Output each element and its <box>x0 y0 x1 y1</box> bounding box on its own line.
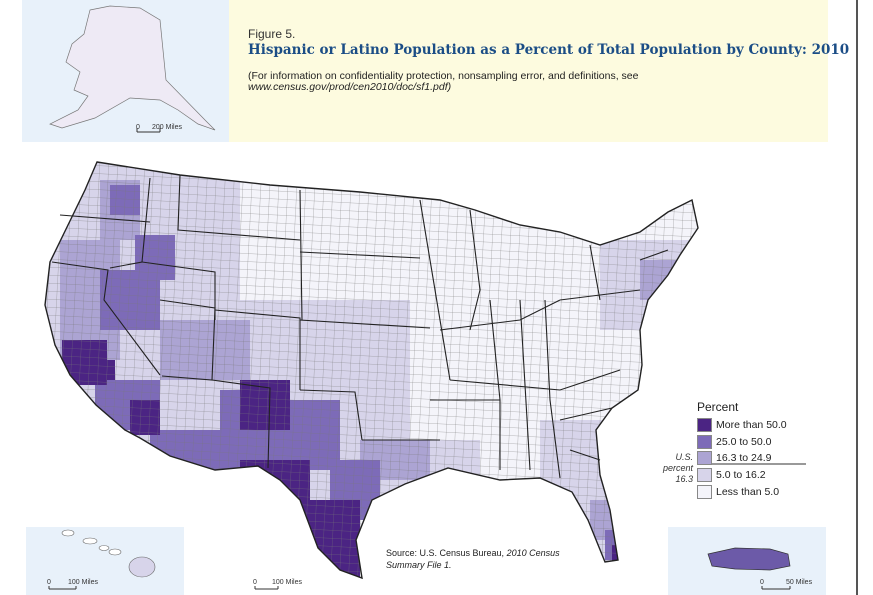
legend-swatch <box>697 468 712 482</box>
puerto-rico-scale-zero: 0 <box>760 579 764 586</box>
us-percent-note: U.S. percent 16.3 <box>657 452 693 485</box>
alaska-scale-bar <box>136 128 161 133</box>
lower48-scale-zero: 0 <box>253 579 257 586</box>
source-prefix: Source: U.S. Census Bureau, <box>386 548 507 558</box>
puerto-rico-shape <box>707 547 791 571</box>
alaska-shape <box>49 5 216 131</box>
legend-swatch <box>697 485 712 499</box>
legend-swatch <box>697 435 712 449</box>
legend-item: 25.0 to 50.0 <box>697 435 817 451</box>
legend-label: 5.0 to 16.2 <box>716 469 766 481</box>
legend-item: Less than 5.0 <box>697 485 817 501</box>
note-line-1: (For information on confidentiality prot… <box>248 70 639 82</box>
source-note: Source: U.S. Census Bureau, 2010 Census … <box>386 547 560 571</box>
puerto-rico-scale-label: 50 Miles <box>786 579 813 586</box>
us-percent-value: 16.3 <box>675 474 693 484</box>
legend-label: 16.3 to 24.9 <box>716 452 772 464</box>
legend-swatch <box>697 418 712 432</box>
hawaii-scale-bar <box>48 586 77 590</box>
lower48-scale-label: 100 Miles <box>272 579 302 586</box>
legend-item: More than 50.0 <box>697 418 817 434</box>
hawaii-scale-zero: 0 <box>47 579 51 586</box>
figure-label: Figure 5. <box>248 27 296 41</box>
us-percent-label: U.S. percent <box>662 452 693 473</box>
page-edge <box>856 0 858 595</box>
lower48-outline <box>44 161 699 580</box>
legend: Percent More than 50.0 25.0 to 50.0 16.3… <box>657 400 817 510</box>
hawaii-scale-label: 100 Miles <box>68 579 98 586</box>
legend-label: 25.0 to 50.0 <box>716 436 772 448</box>
puerto-rico-scale-bar <box>761 586 791 590</box>
alaska-scale-zero: 0 <box>136 124 140 131</box>
state-borders <box>51 174 669 479</box>
legend-item: 5.0 to 16.2 <box>697 468 817 484</box>
source-title-1: 2010 Census <box>506 548 560 558</box>
source-title-2: Summary File 1. <box>386 560 452 570</box>
legend-item: 16.3 to 24.9 <box>697 451 817 467</box>
note-line-2: www.census.gov/prod/cen2010/doc/sf1.pdf) <box>248 81 452 93</box>
shading-regions <box>45 162 698 578</box>
title-box: Figure 5. Hispanic or Latino Population … <box>229 0 849 142</box>
legend-label: Less than 5.0 <box>716 486 780 498</box>
hawaii-islands <box>61 529 156 578</box>
legend-title: Percent <box>697 400 739 414</box>
legend-swatch <box>697 451 712 465</box>
lower48-scale-bar <box>254 586 279 590</box>
legend-label: More than 50.0 <box>716 419 787 431</box>
map-title: Hispanic or Latino Population as a Perce… <box>248 42 850 58</box>
hawaii-inset <box>26 527 184 595</box>
alaska-scale-label: 200 Miles <box>152 124 182 131</box>
